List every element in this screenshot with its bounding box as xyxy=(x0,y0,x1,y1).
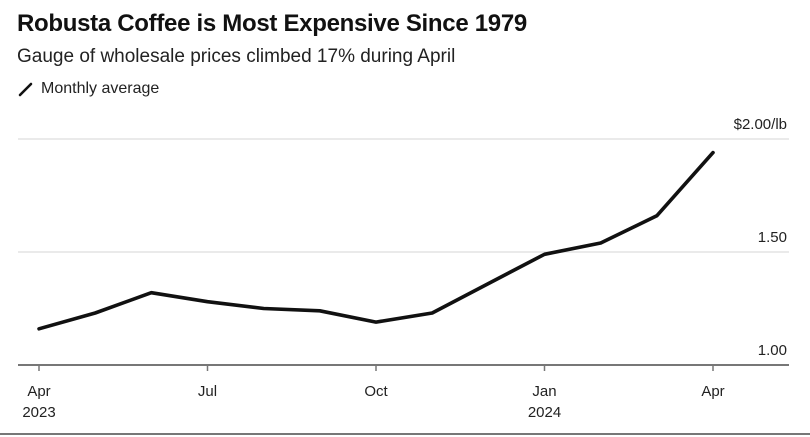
x-axis xyxy=(18,364,789,371)
x-tick-label: Apr xyxy=(701,383,724,400)
x-tick-label: Oct xyxy=(364,383,388,400)
y-tick-label: 1.00 xyxy=(758,342,787,359)
tick-labels: 1.00 1.50 $2.00/lb Apr 2023 Jul Oct Jan 2024 Apr xyxy=(22,116,787,421)
series-line-monthly-average xyxy=(37,150,715,331)
x-tick-label: Jan xyxy=(532,383,556,400)
chart-title: Robusta Coffee is Most Expensive Since 1… xyxy=(17,10,527,37)
line-swatch-icon xyxy=(18,82,33,97)
y-tick-label: 1.50 xyxy=(758,229,787,246)
bottom-border xyxy=(0,433,810,435)
gridlines xyxy=(18,138,789,253)
x-tick-label: Jul xyxy=(198,383,217,400)
x-tick-sublabel: 2024 xyxy=(528,404,561,421)
legend: Monthly average xyxy=(17,80,159,98)
chart-subtitle: Gauge of wholesale prices climbed 17% du… xyxy=(17,46,456,67)
legend-label: Monthly average xyxy=(41,80,160,97)
x-tick-sublabel: 2023 xyxy=(22,404,55,421)
y-tick-label: $2.00/lb xyxy=(734,116,787,133)
series xyxy=(37,150,715,331)
x-tick-label: Apr xyxy=(27,383,50,400)
